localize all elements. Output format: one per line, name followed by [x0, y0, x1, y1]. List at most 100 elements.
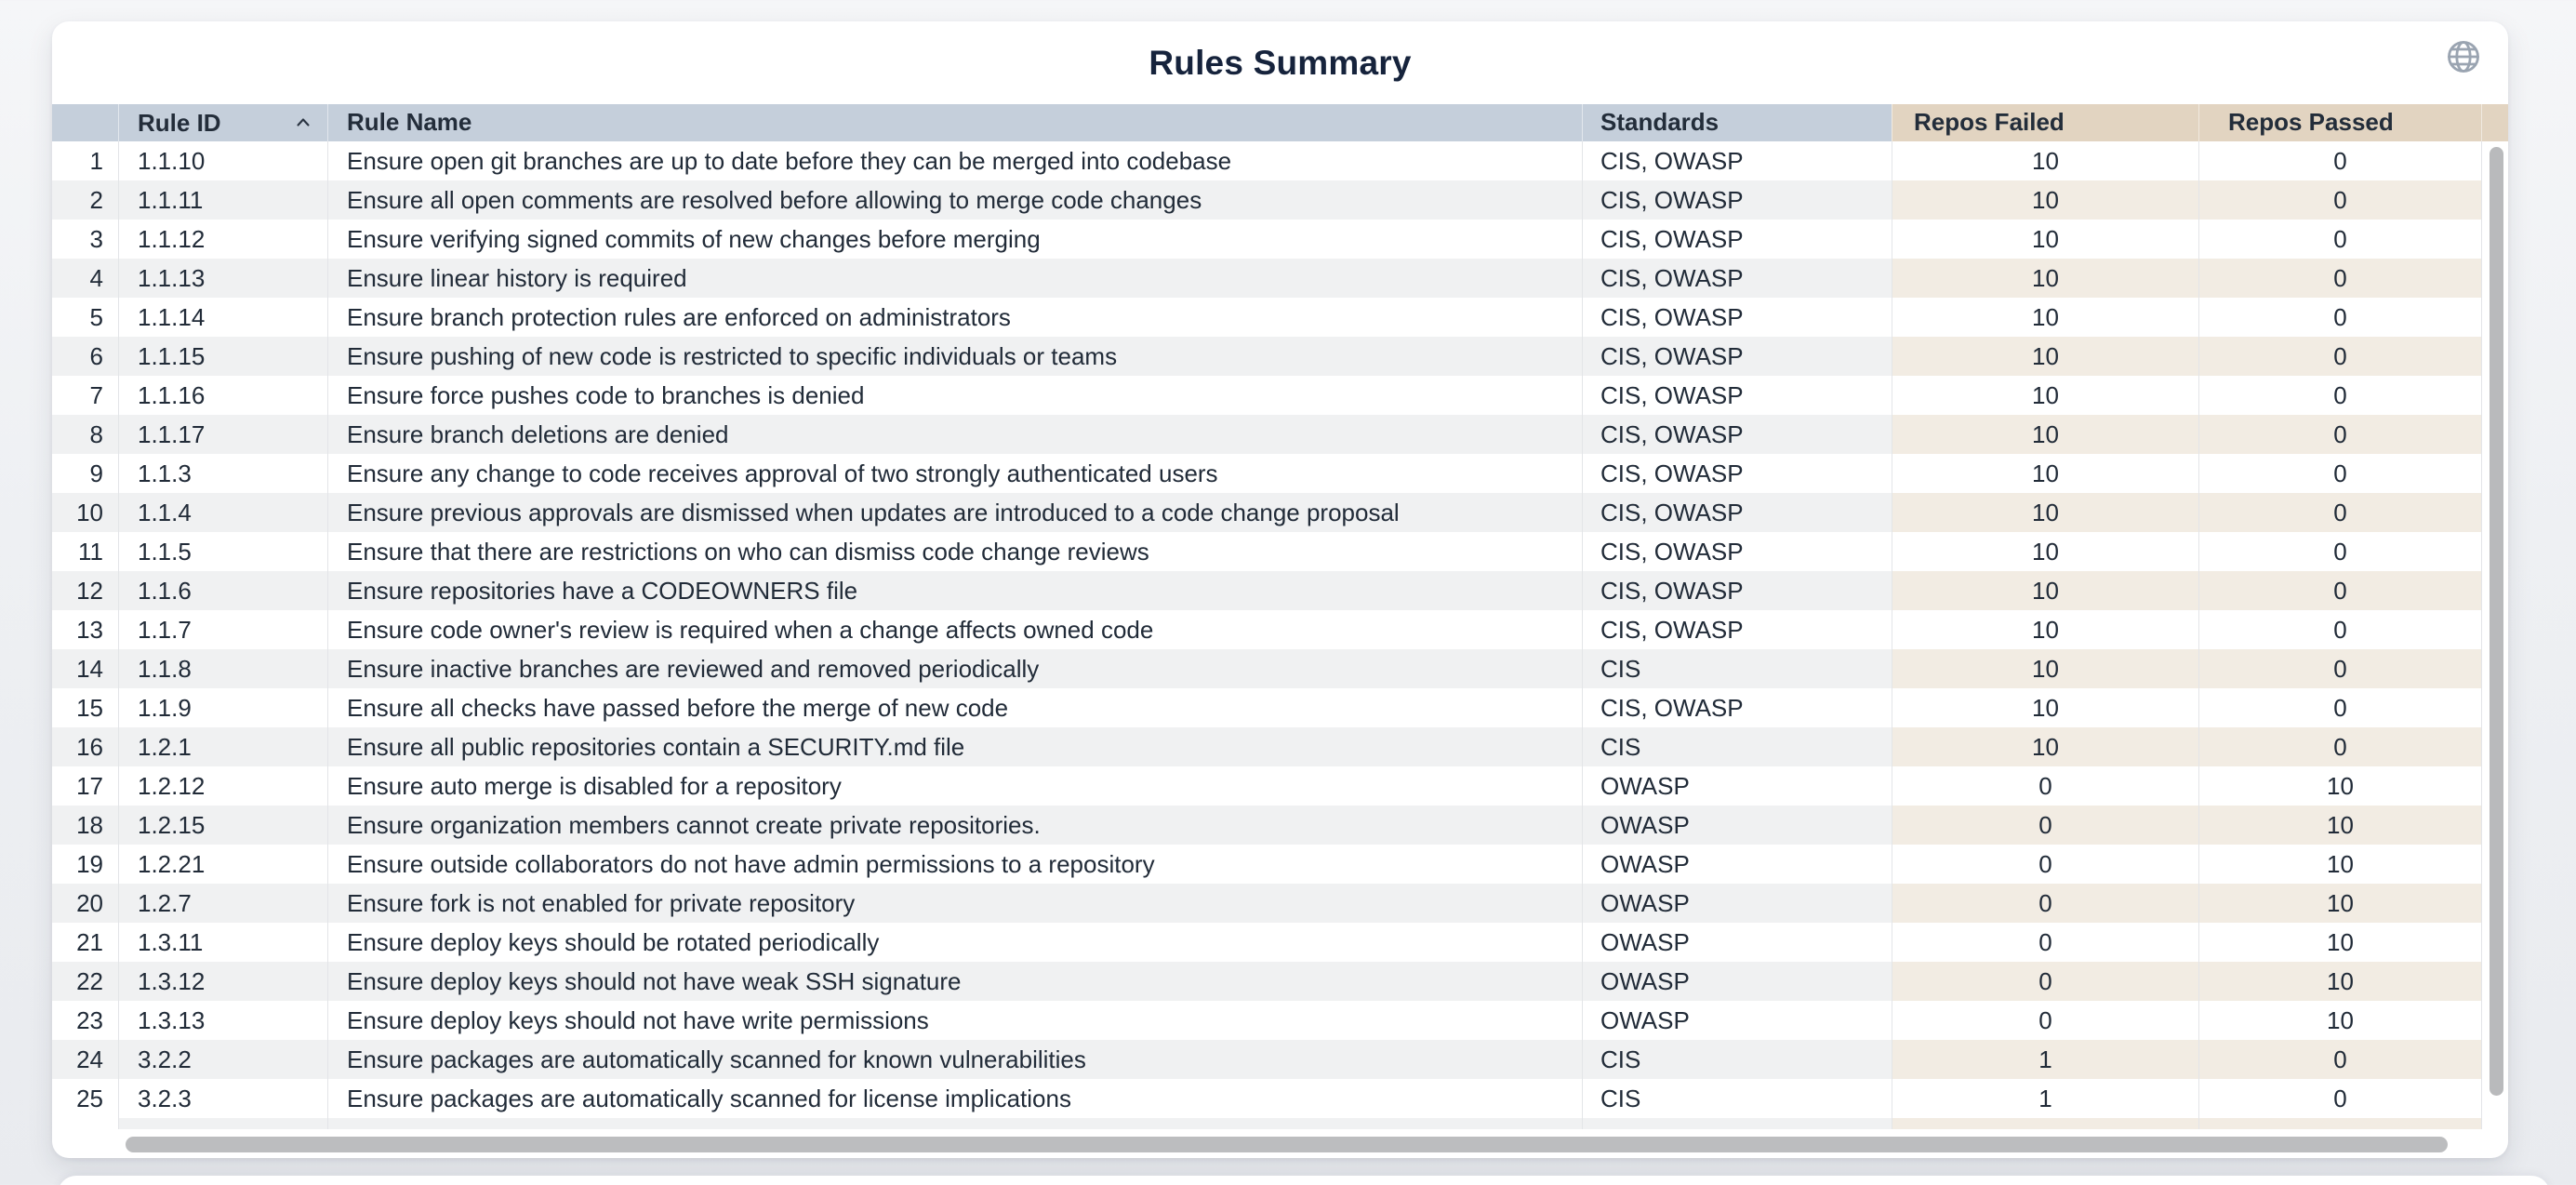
cell-repos-passed: 0 — [2198, 415, 2481, 454]
horizontal-scrollbar-thumb[interactable] — [126, 1137, 2448, 1152]
cell-index: 12 — [52, 571, 118, 610]
cell-index: 10 — [52, 493, 118, 532]
cell-rule-id: 1.1.11 — [118, 180, 327, 220]
header-cell-index — [52, 104, 118, 141]
cell-repos-passed: 10 — [2198, 884, 2481, 923]
header-label-repos-passed: Repos Passed — [2228, 108, 2394, 136]
header-cell-repos-failed[interactable]: Repos Failed — [1892, 104, 2198, 141]
table-row: 6 1.1.15 Ensure pushing of new code is res… — [52, 337, 2508, 376]
cell-rule-id: 1.2.12 — [118, 766, 327, 806]
cell-repos-passed: 0 — [2198, 649, 2481, 688]
cell-repos-passed: 0 — [2198, 298, 2481, 337]
cell-rule-name: Ensure outside collaborators do not have… — [327, 845, 1582, 884]
cell-standards: OWASP — [1582, 806, 1892, 845]
cell-rule-id: 1.1.14 — [118, 298, 327, 337]
cell-rule-id: 1.3.13 — [118, 1001, 327, 1040]
cell-repos-passed: 0 — [2198, 454, 2481, 493]
cell-rule-id: 1.1.9 — [118, 688, 327, 727]
cell-repos-passed: 0 — [2198, 259, 2481, 298]
cell-rule-name: Ensure repositories have a CODEOWNERS fi… — [327, 571, 1582, 610]
cell-rule-name: Ensure all open comments are resolved be… — [327, 180, 1582, 220]
cell-repos-passed: 0 — [2198, 1040, 2481, 1079]
cell-rule-id: 1.1.6 — [118, 571, 327, 610]
cell-standards: CIS, OWASP — [1582, 415, 1892, 454]
vertical-scrollbar-thumb[interactable] — [2490, 147, 2503, 1096]
cell-repos-failed: 0 — [1892, 845, 2198, 884]
cell-repos-failed: 10 — [1892, 298, 2198, 337]
cell-repos-failed: 0 — [1892, 923, 2198, 962]
table-row: 3 1.1.12 Ensure verifying signed commits o… — [52, 220, 2508, 259]
cell-index: 23 — [76, 1006, 103, 1034]
cell-repos-failed: 10 — [1892, 415, 2198, 454]
cell-standards: CIS — [1582, 727, 1892, 766]
table-row: 10 1.1.4 Ensure previous approvals are dis… — [52, 493, 2508, 532]
globe-icon[interactable] — [2445, 38, 2482, 75]
page-title: Rules Summary — [1149, 43, 1412, 82]
table-row: 24 3.2.2 Ensure packages are automatically… — [52, 1040, 2508, 1079]
cell-rule-id: 1.2.15 — [118, 806, 327, 845]
cell-standards: OWASP — [1582, 884, 1892, 923]
cell-repos-passed: 10 — [2198, 766, 2481, 806]
header-cell-standards[interactable]: Standards — [1582, 104, 1892, 141]
cell-repos-failed: 10 — [1892, 259, 2198, 298]
cell-standards: CIS, OWASP — [1582, 298, 1892, 337]
cell-index: 20 — [52, 884, 118, 923]
cell-repos-failed: 1 — [1892, 1040, 2198, 1079]
header-label-standards: Standards — [1600, 108, 1720, 136]
cell-rule-name: Ensure pushing of new code is restricted… — [327, 337, 1582, 376]
cell-repos-passed: 0 — [2198, 493, 2481, 532]
cell-rule-name: Ensure all checks have passed before the… — [327, 688, 1582, 727]
cell-rule-name: Ensure inactive branches are reviewed an… — [327, 649, 1582, 688]
header-cell-rule-id[interactable]: Rule ID — [118, 104, 327, 141]
cell-rule-id: 1.3.12 — [118, 962, 327, 1001]
cell-repos-failed: 10 — [1892, 727, 2198, 766]
cell-rule-name: Ensure open git branches are up to date … — [327, 141, 1582, 180]
cell-rule-name: Ensure that there are restrictions on wh… — [327, 532, 1582, 571]
cell-rule-id: 1.1.3 — [118, 454, 327, 493]
cell-index: 8 — [52, 415, 118, 454]
cell-standards: CIS, OWASP — [1582, 259, 1892, 298]
cell-index: 2 — [52, 180, 118, 220]
cell-repos-failed: 10 — [1892, 141, 2198, 180]
table-row: 2 1.1.11 Ensure all open comments are reso… — [52, 180, 2508, 220]
table-row: 15 1.1.9 Ensure all checks have passed bef… — [52, 688, 2508, 727]
cell-rule-id: 1.2.21 — [118, 845, 327, 884]
cell-rule-id: 1.1.8 — [118, 649, 327, 688]
cell-repos-passed: 0 — [2198, 220, 2481, 259]
table-row: 22 1.3.12 Ensure deploy keys should not ha… — [52, 962, 2508, 1001]
cell-index: 19 — [76, 850, 103, 878]
cell-rule-id: 1.1.13 — [118, 259, 327, 298]
cell-rule-name: Ensure branch deletions are denied — [327, 415, 1582, 454]
table-row: 19 1.2.21 Ensure outside collaborators do … — [52, 845, 2508, 884]
cell-repos-passed: 10 — [2198, 845, 2481, 884]
cell-standards: CIS, OWASP — [1582, 141, 1892, 180]
cell-standards: OWASP — [1582, 766, 1892, 806]
table-row: 11 1.1.5 Ensure that there are restriction… — [52, 532, 2508, 571]
cell-repos-failed: 10 — [1892, 220, 2198, 259]
sort-ascending-icon — [293, 113, 313, 133]
table-row: 14 1.1.8 Ensure inactive branches are revi… — [52, 649, 2508, 688]
cell-standards: CIS — [1582, 1040, 1892, 1079]
cell-standards: OWASP — [1582, 845, 1892, 884]
cell-repos-failed: 10 — [1892, 532, 2198, 571]
cell-rule-id: 1.1.16 — [118, 376, 327, 415]
table-row: 8 1.1.17 Ensure branch deletions are denie… — [52, 415, 2508, 454]
cell-index: 3 — [89, 225, 103, 253]
cell-repos-failed: 0 — [1892, 806, 2198, 845]
header-cell-repos-passed[interactable]: Repos Passed — [2198, 104, 2481, 141]
table-header-row: Rule ID Rule Name Standards Repos Failed… — [52, 104, 2508, 141]
cell-repos-failed: 10 — [1892, 493, 2198, 532]
header-cell-rule-name[interactable]: Rule Name — [327, 104, 1582, 141]
cell-standards: CIS, OWASP — [1582, 571, 1892, 610]
cell-rule-id: 1.2.7 — [118, 884, 327, 923]
cell-repos-failed: 10 — [1892, 454, 2198, 493]
cell-rule-name: Ensure branch protection rules are enfor… — [327, 298, 1582, 337]
cell-index: 6 — [52, 337, 118, 376]
cell-repos-passed: 10 — [2198, 962, 2481, 1001]
cell-repos-failed: 10 — [1892, 337, 2198, 376]
cell-index: 25 — [76, 1085, 103, 1112]
cell-repos-passed: 0 — [2198, 376, 2481, 415]
cell-rule-name: Ensure packages are automatically scanne… — [327, 1040, 1582, 1079]
cell-rule-name: Ensure organization members cannot creat… — [327, 806, 1582, 845]
cell-index: 18 — [52, 806, 118, 845]
